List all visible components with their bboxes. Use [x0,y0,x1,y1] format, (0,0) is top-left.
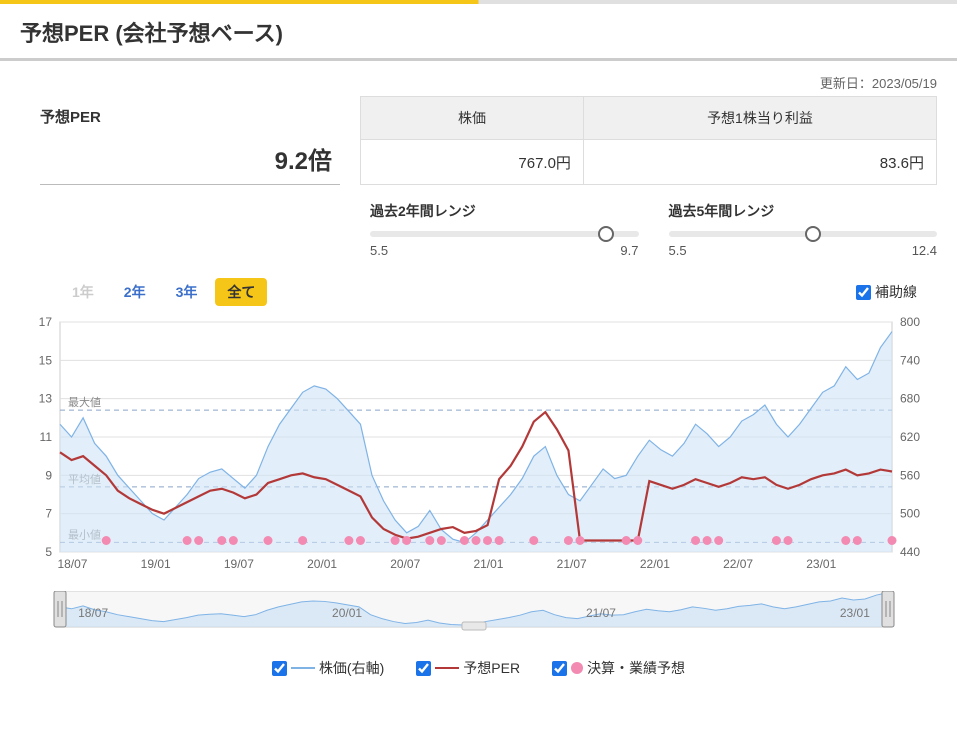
legend-item[interactable]: 予想PER [416,658,520,678]
svg-text:23/01: 23/01 [840,606,870,620]
svg-text:500: 500 [900,507,920,521]
per-value: 9.2倍 [40,127,340,185]
svg-text:9: 9 [45,468,52,482]
range-slider[interactable] [370,231,639,237]
svg-text:740: 740 [900,353,920,367]
svg-text:23/01: 23/01 [806,557,836,571]
svg-text:最大値: 最大値 [68,395,101,409]
legend-checkbox[interactable] [416,661,431,676]
legend-label: 予想PER [463,658,520,678]
td-price: 767.0円 [361,140,584,185]
svg-text:13: 13 [39,392,53,406]
top-accent-bar [0,0,957,4]
legend-line-swatch [291,667,315,669]
range-max: 12.4 [912,243,937,258]
aux-label: 補助線 [875,282,917,302]
aux-checkbox[interactable] [856,285,871,300]
range-min: 5.5 [669,243,687,258]
svg-text:21/01: 21/01 [473,557,503,571]
legend-item[interactable]: 決算・業績予想 [552,658,685,678]
svg-text:20/01: 20/01 [332,606,362,620]
svg-text:18/07: 18/07 [57,557,87,571]
svg-text:15: 15 [39,353,53,367]
main-chart: 5 7 9 11 13 15 17 440 500 560 620 680 740 800 18/07 19/… [14,312,934,582]
svg-text:560: 560 [900,468,920,482]
aux-line-toggle[interactable]: 補助線 [856,282,917,302]
range-label: 過去5年間レンジ [669,201,938,221]
range-slider[interactable] [669,231,938,237]
range-min: 5.5 [370,243,388,258]
update-label: 更新日： [820,76,872,91]
svg-text:21/07: 21/07 [557,557,587,571]
svg-text:5: 5 [45,545,52,559]
svg-text:440: 440 [900,545,920,559]
tab-3年[interactable]: 3年 [164,278,210,306]
td-eps: 83.6円 [583,140,936,185]
tab-1年: 1年 [60,278,106,306]
svg-text:22/07: 22/07 [723,557,753,571]
svg-text:7: 7 [45,507,52,521]
svg-text:19/01: 19/01 [141,557,171,571]
svg-text:20/01: 20/01 [307,557,337,571]
range-label: 過去2年間レンジ [370,201,639,221]
th-price: 株価 [361,97,584,140]
legend-checkbox[interactable] [552,661,567,676]
svg-text:800: 800 [900,315,920,329]
svg-text:17: 17 [39,315,53,329]
update-date-row: 更新日：2023/05/19 [0,61,957,96]
tab-2年[interactable]: 2年 [112,278,158,306]
per-block: 予想PER 9.2倍 [40,96,360,185]
legend-item[interactable]: 株価(右軸) [272,658,384,678]
nav-handle[interactable] [54,591,66,627]
range-max: 9.7 [620,243,638,258]
metrics-table: 株価 予想1株当り利益 767.0円 83.6円 [360,96,937,185]
legend-checkbox[interactable] [272,661,287,676]
legend-line-swatch [435,667,459,669]
page-title: 予想PER (会社予想ベース) [0,16,957,61]
svg-text:18/07: 18/07 [78,606,108,620]
nav-handle[interactable] [882,591,894,627]
svg-text:680: 680 [900,392,920,406]
slider-knob[interactable] [598,226,614,242]
svg-text:22/01: 22/01 [640,557,670,571]
navigator-chart[interactable]: 18/07 20/01 21/07 23/01 [14,591,934,641]
svg-text:19/07: 19/07 [224,557,254,571]
update-date: 2023/05/19 [872,76,937,91]
legend-dot-swatch [571,662,583,674]
svg-text:11: 11 [40,430,53,444]
tab-全て[interactable]: 全て [215,278,267,306]
th-eps: 予想1株当り利益 [583,97,936,140]
range-block: 過去5年間レンジ 5.5 12.4 [669,201,938,258]
svg-text:21/07: 21/07 [586,606,616,620]
svg-text:20/07: 20/07 [390,557,420,571]
svg-text:620: 620 [900,430,920,444]
period-tabs: 1年2年3年全て [60,278,267,306]
per-label: 予想PER [40,96,340,127]
slider-knob[interactable] [805,226,821,242]
range-block: 過去2年間レンジ 5.5 9.7 [370,201,639,258]
legend-label: 決算・業績予想 [587,658,685,678]
legend-label: 株価(右軸) [319,658,384,678]
legend-row: 株価(右軸) 予想PER 決算・業績予想 [0,646,957,690]
